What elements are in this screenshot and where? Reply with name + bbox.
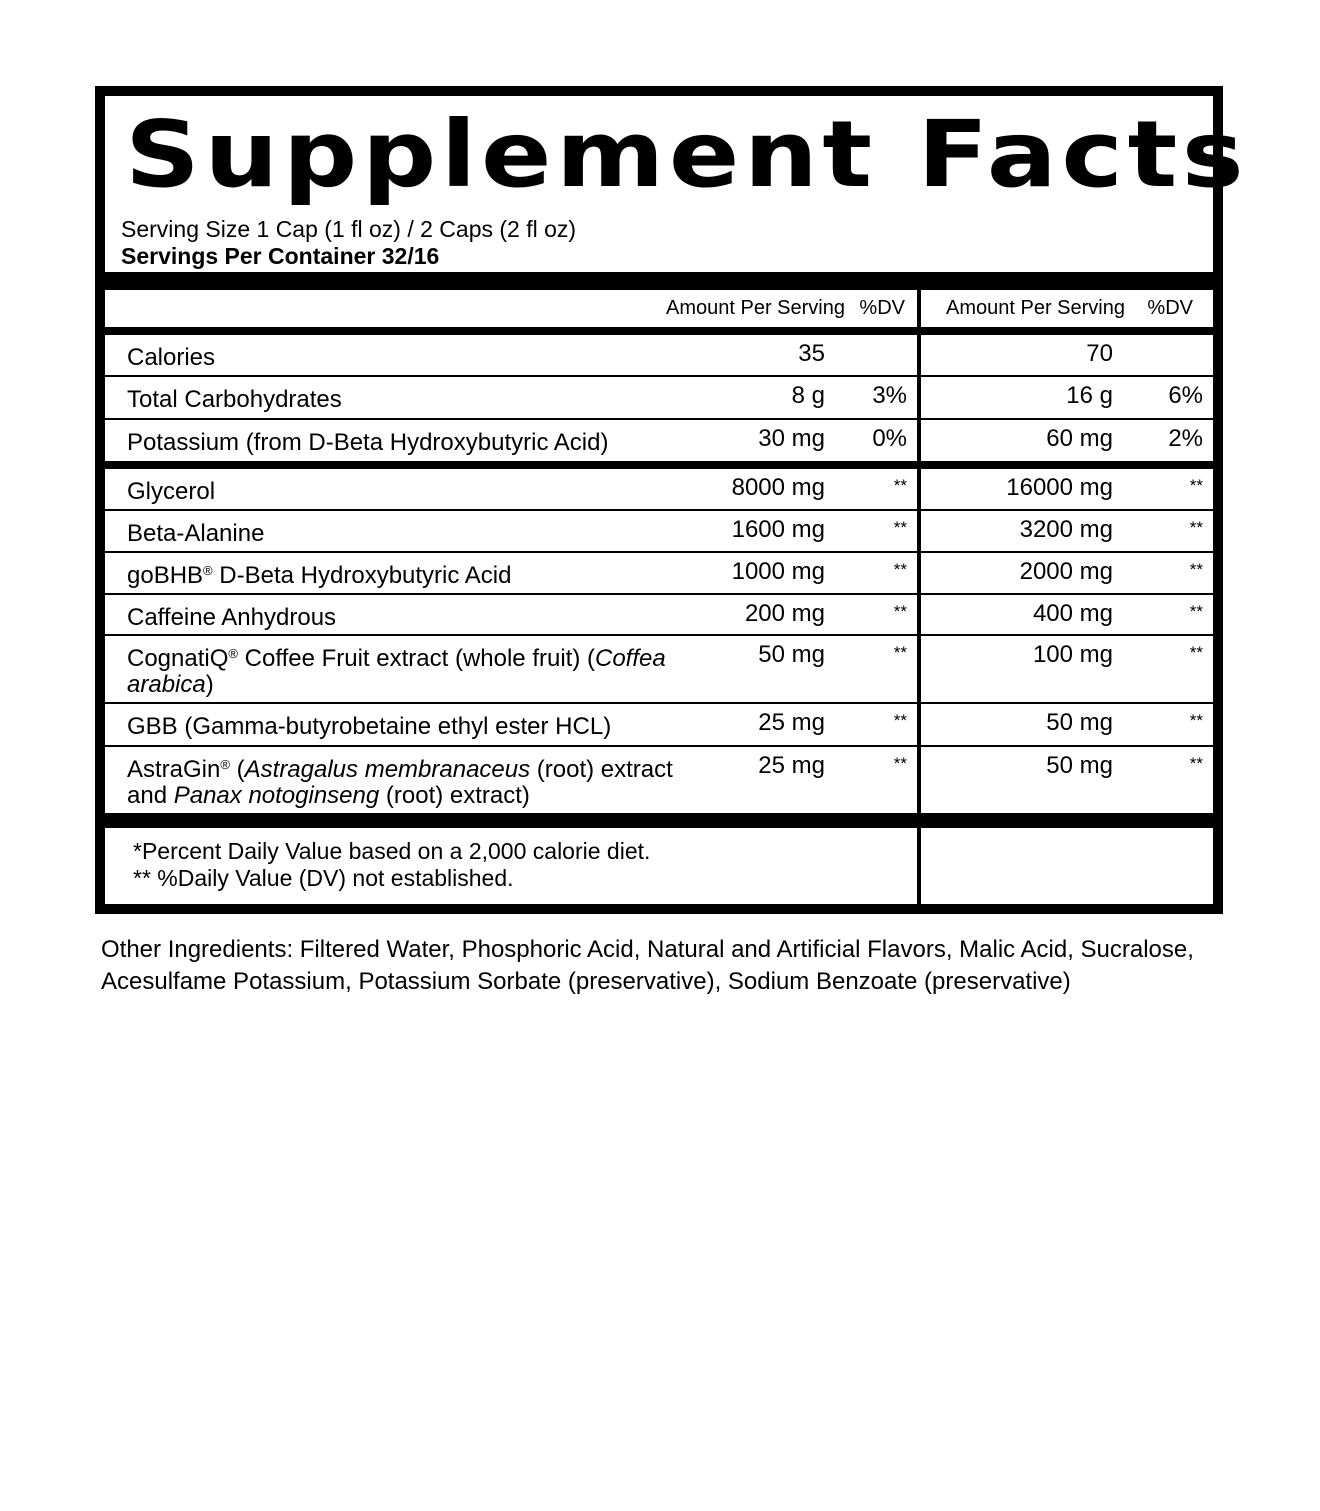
dv-2: **: [1189, 602, 1203, 621]
header-dv-2: %DV: [1147, 297, 1193, 319]
name-segment: CognatiQ: [127, 645, 229, 672]
amount-per-serving-2: 400 mg: [1032, 600, 1113, 627]
amount-per-serving-1: 25 mg: [758, 709, 825, 736]
amount-per-serving-1: 1600 mg: [731, 516, 825, 543]
name-segment: ®: [228, 646, 238, 661]
footnote-not-established: ** %Daily Value (DV) not established.: [133, 865, 514, 891]
divider-band: [105, 813, 1213, 828]
header-amount-2: Amount Per Serving: [946, 297, 1125, 319]
footnotes: *Percent Daily Value based on a 2,000 ca…: [133, 838, 650, 892]
supplement-facts-panel: Supplement Facts Serving Size 1 Cap (1 f…: [95, 86, 1244, 914]
ingredient-name: goBHB® D-Beta Hydroxybutyric Acid: [127, 563, 697, 589]
dv-1: **: [893, 711, 907, 730]
ingredient-name: Potassium (from D-Beta Hydroxybutyric Ac…: [127, 430, 697, 456]
name-segment: AstraGin: [127, 756, 221, 783]
name-segment: (: [229, 756, 245, 783]
name-segment: D-Beta Hydroxybutyric Acid: [212, 562, 512, 589]
divider-band: [105, 272, 1213, 290]
name-segment: Panax notoginseng: [173, 782, 380, 809]
table-row: goBHB® D-Beta Hydroxybutyric Acid 1000 mg…: [105, 553, 1213, 595]
dv-1: **: [893, 602, 907, 621]
table-row: Potassium (from D-Beta Hydroxybutyric Ac…: [105, 420, 1213, 461]
amount-per-serving-2: 16000 mg: [1006, 474, 1113, 501]
name-segment: Calories: [127, 344, 216, 371]
name-segment: GBB (Gamma-butyrobetaine ethyl ester HCL…: [127, 713, 612, 740]
dv-1: 0%: [872, 425, 907, 452]
dv-1: **: [893, 643, 907, 662]
servings-per-container: Servings Per Container 32/16: [121, 243, 440, 269]
amount-per-serving-1: 200 mg: [744, 600, 825, 627]
amount-per-serving-1: 35: [798, 340, 825, 367]
table-row: Calories 35 70: [105, 335, 1213, 377]
amount-per-serving-2: 2000 mg: [1019, 558, 1113, 585]
name-segment: goBHB: [127, 562, 204, 589]
amount-per-serving-1: 50 mg: [758, 641, 825, 668]
ingredient-name: Beta-Alanine: [127, 521, 697, 547]
serving-size: Serving Size 1 Cap (1 fl oz) / 2 Caps (2…: [121, 216, 577, 242]
dv-2: **: [1189, 643, 1203, 662]
header-amount-1: Amount Per Serving: [666, 297, 845, 319]
name-segment: Coffea arabica: [127, 645, 666, 698]
amount-per-serving-2: 3200 mg: [1019, 516, 1113, 543]
name-segment: Astragalus membranaceus: [244, 756, 531, 783]
dv-2: 2%: [1168, 425, 1203, 452]
name-segment: Potassium (from D-Beta Hydroxybutyric Ac…: [127, 429, 609, 456]
table-row: CognatiQ® Coffee Fruit extract (whole fr…: [105, 636, 1213, 704]
ingredient-name: Glycerol: [127, 479, 697, 505]
name-segment: Total Carbohydrates: [127, 386, 342, 413]
dv-2: **: [1189, 560, 1203, 579]
column-header-row: Amount Per Serving %DV Amount Per Servin…: [105, 290, 1213, 327]
divider-band: [105, 327, 1213, 335]
amount-per-serving-2: 60 mg: [1046, 425, 1113, 452]
name-segment: Coffee Fruit extract (whole fruit) (: [237, 645, 595, 672]
name-segment: (root) extract and: [127, 756, 673, 809]
dv-1: 3%: [872, 382, 907, 409]
amount-per-serving-1: 25 mg: [758, 752, 825, 779]
dv-2: **: [1189, 711, 1203, 730]
column-divider: [917, 290, 921, 904]
dv-2: **: [1189, 476, 1203, 495]
dv-2: **: [1189, 518, 1203, 537]
ingredient-name: AstraGin® (Astragalus membranaceus (root…: [127, 757, 697, 809]
amount-per-serving-2: 50 mg: [1046, 709, 1113, 736]
table-row: AstraGin® (Astragalus membranaceus (root…: [105, 747, 1213, 813]
divider-band: [105, 461, 1213, 469]
table-row: Caffeine Anhydrous 200 mg ** 400 mg **: [105, 595, 1213, 636]
header-dv-1: %DV: [859, 297, 905, 319]
name-segment: Caffeine Anhydrous: [127, 604, 337, 631]
name-segment: Beta-Alanine: [127, 520, 265, 547]
ingredient-name: Calories: [127, 345, 697, 371]
amount-per-serving-2: 70: [1086, 340, 1113, 367]
dv-2: **: [1189, 754, 1203, 773]
ingredient-name: GBB (Gamma-butyrobetaine ethyl ester HCL…: [127, 714, 697, 740]
amount-per-serving-2: 100 mg: [1032, 641, 1113, 668]
dv-1: **: [893, 754, 907, 773]
name-segment: ®: [220, 757, 230, 772]
panel-title: Supplement Facts: [125, 101, 1249, 208]
amount-per-serving-1: 8000 mg: [731, 474, 825, 501]
name-segment: ): [205, 671, 214, 698]
other-ingredients: Other Ingredients: Filtered Water, Phosp…: [101, 936, 1194, 995]
ingredient-name: CognatiQ® Coffee Fruit extract (whole fr…: [127, 646, 697, 698]
table-row: Beta-Alanine 1600 mg ** 3200 mg **: [105, 511, 1213, 553]
dv-1: **: [893, 518, 907, 537]
dv-1: **: [893, 476, 907, 495]
table-row: Glycerol 8000 mg ** 16000 mg **: [105, 469, 1213, 511]
ingredient-name: Caffeine Anhydrous: [127, 605, 697, 631]
amount-per-serving-1: 8 g: [791, 382, 825, 409]
amount-per-serving-2: 50 mg: [1046, 752, 1113, 779]
name-segment: Glycerol: [127, 478, 216, 505]
table-row: Total Carbohydrates 8 g 3% 16 g 6%: [105, 377, 1213, 420]
dv-2: 6%: [1168, 382, 1203, 409]
amount-per-serving-2: 16 g: [1066, 382, 1113, 409]
dv-1: **: [893, 560, 907, 579]
table-row: GBB (Gamma-butyrobetaine ethyl ester HCL…: [105, 704, 1213, 747]
footnote-dv: *Percent Daily Value based on a 2,000 ca…: [133, 838, 651, 864]
amount-per-serving-1: 30 mg: [758, 425, 825, 452]
name-segment: (root) extract): [379, 782, 530, 809]
amount-per-serving-1: 1000 mg: [731, 558, 825, 585]
name-segment: ®: [203, 563, 213, 578]
ingredient-name: Total Carbohydrates: [127, 387, 697, 413]
